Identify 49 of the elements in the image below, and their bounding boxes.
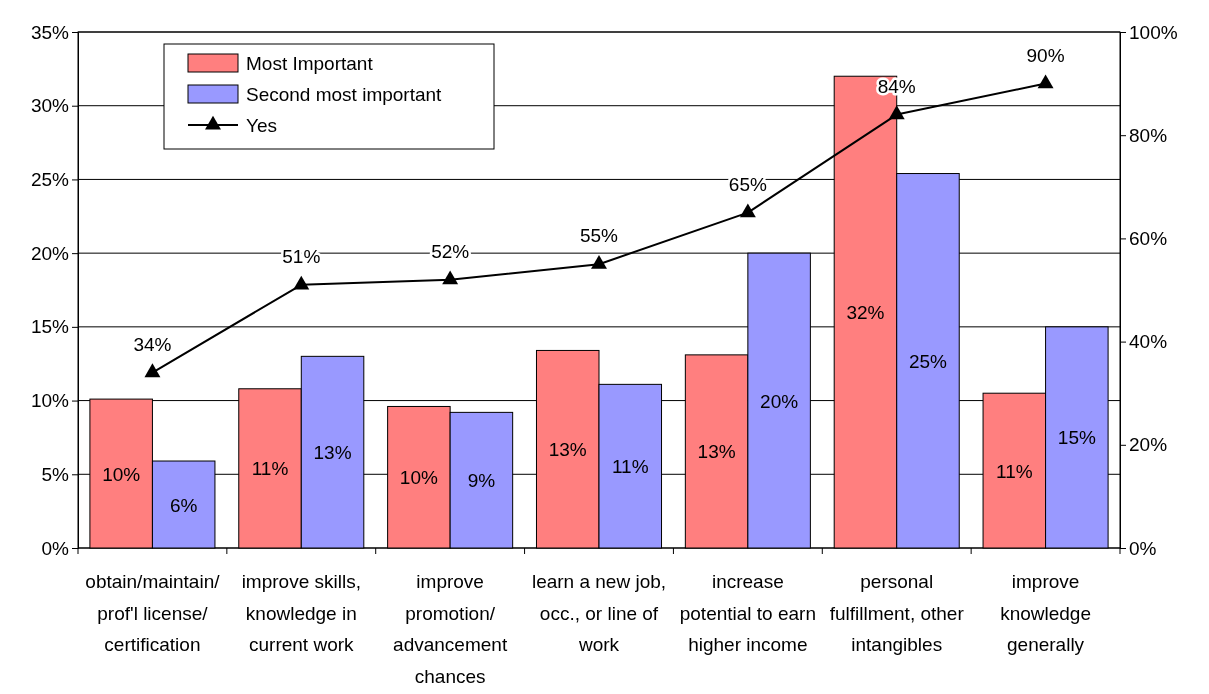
data-label: 20% <box>760 390 799 412</box>
data-label: 25% <box>908 350 948 372</box>
y2-tick-label: 20% <box>1129 434 1168 456</box>
y2-tick-label: 100% <box>1129 21 1178 43</box>
x-tick-label: learn a new job, occ., or line of work <box>531 571 667 655</box>
y-tick-label: 30% <box>30 95 70 117</box>
data-label: 11% <box>251 458 289 480</box>
y-tick-label: 35% <box>30 21 70 43</box>
data-label: 32% <box>846 302 885 324</box>
x-tick-label: personal fulfillment, other intangibles <box>829 571 965 655</box>
data-label: 34% <box>133 333 172 355</box>
point <box>739 203 756 218</box>
y-tick-label: 0% <box>41 537 70 559</box>
point <box>442 270 459 285</box>
data-label: 10% <box>102 463 141 485</box>
y2-tick-label: 40% <box>1129 331 1168 353</box>
legend-label: Most Important <box>246 53 374 74</box>
legend-label: Yes <box>246 115 277 136</box>
data-label: 10% <box>399 467 438 489</box>
x-tick-label: improve promotion/ advancement chances <box>393 571 508 687</box>
data-label: 13% <box>313 442 352 464</box>
y2-tick-label: 0% <box>1129 537 1157 559</box>
data-label: 55% <box>579 225 619 247</box>
point <box>1037 74 1054 89</box>
data-label: 9% <box>467 470 496 492</box>
data-label: 65% <box>728 173 767 195</box>
data-label: 90% <box>1026 44 1065 66</box>
y-tick-label: 5% <box>41 463 70 485</box>
point <box>144 363 161 378</box>
x-tick-label: increase potential to earn higher income <box>679 571 816 655</box>
x-tick-label: improve knowledge generally <box>1000 571 1091 655</box>
legend-label: Second most important <box>246 84 443 105</box>
point <box>293 275 310 290</box>
y-tick-label: 15% <box>30 316 70 338</box>
data-label: 11% <box>996 460 1033 482</box>
data-label: 15% <box>1057 427 1096 449</box>
y2-tick-label: 60% <box>1129 227 1168 249</box>
x-tick-label: obtain/maintain/ prof'l license/ certification <box>85 571 221 655</box>
point <box>591 255 607 269</box>
y2-tick-label: 80% <box>1129 124 1168 146</box>
y-tick-label: 10% <box>30 390 70 412</box>
y-tick-label: 25% <box>30 169 70 191</box>
x-tick-label: improve skills, knowledge in current work <box>241 571 361 655</box>
data-label: 11% <box>611 456 649 478</box>
y-tick-label: 20% <box>30 242 70 264</box>
data-label: 13% <box>697 441 736 463</box>
data-label: 13% <box>548 439 587 461</box>
point <box>888 105 905 120</box>
data-label: 6% <box>169 494 198 516</box>
